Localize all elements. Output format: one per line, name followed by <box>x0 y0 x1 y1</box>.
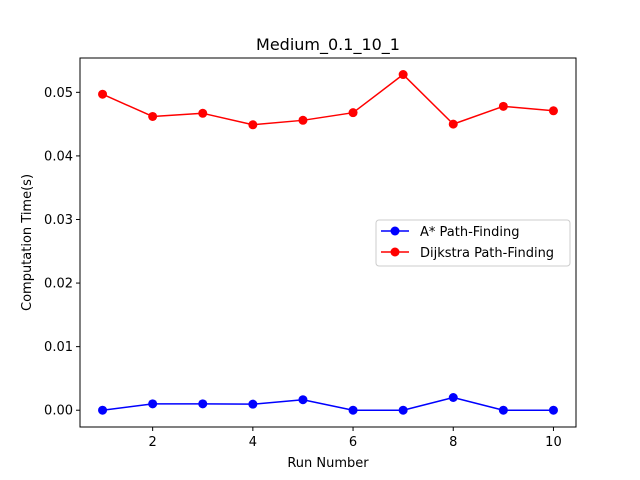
series-layer <box>98 70 558 415</box>
legend-label-dijkstra: Dijkstra Path-Finding <box>420 246 554 261</box>
data-point <box>248 120 258 130</box>
series-line <box>102 396 554 411</box>
x-axis-ticks: 2 4 6 8 10 <box>149 427 562 450</box>
data-point <box>198 108 208 118</box>
data-point <box>198 399 208 409</box>
data-point <box>398 70 408 80</box>
x-tick-label: 6 <box>349 435 357 450</box>
data-point <box>298 395 308 405</box>
data-point <box>498 405 508 415</box>
data-point <box>98 89 108 99</box>
data-point <box>248 399 258 409</box>
x-tick-label: 2 <box>149 435 157 450</box>
y-tick-label: 0.04 <box>44 149 73 164</box>
x-tick-label: 8 <box>449 435 457 450</box>
data-point <box>448 119 458 129</box>
y-axis-ticks: 0.00 0.01 0.02 0.03 0.04 0.05 <box>44 86 80 419</box>
y-tick-label: 0.00 <box>44 404 73 419</box>
data-point <box>148 111 158 121</box>
y-tick-label: 0.05 <box>44 86 73 101</box>
data-point <box>548 106 558 116</box>
data-point <box>148 399 158 409</box>
y-axis-label: Computation Time(s) <box>20 174 35 311</box>
x-tick-label: 10 <box>545 435 562 450</box>
y-tick-label: 0.02 <box>44 277 73 292</box>
legend-box <box>375 219 571 267</box>
chart-title: Medium_0.1_10_1 <box>256 35 400 55</box>
data-point <box>548 405 558 415</box>
y-tick-label: 0.03 <box>44 213 73 228</box>
data-point <box>298 115 308 125</box>
legend: A* Path-Finding Dijkstra Path-Finding <box>375 219 571 267</box>
legend-marker-dijkstra <box>390 247 400 257</box>
x-axis-label: Run Number <box>287 456 369 471</box>
data-point <box>398 405 408 415</box>
x-tick-label: 4 <box>249 435 257 450</box>
series-line <box>102 73 554 126</box>
series-0 <box>98 393 558 415</box>
data-point <box>348 405 358 415</box>
data-point <box>498 101 508 111</box>
data-point <box>448 393 458 403</box>
plot-frame <box>79 57 577 428</box>
legend-label-astar: A* Path-Finding <box>420 225 520 240</box>
data-point <box>348 108 358 118</box>
series-1 <box>98 70 558 130</box>
y-tick-label: 0.01 <box>44 340 73 355</box>
data-point <box>98 405 108 415</box>
legend-marker-astar <box>390 226 400 236</box>
